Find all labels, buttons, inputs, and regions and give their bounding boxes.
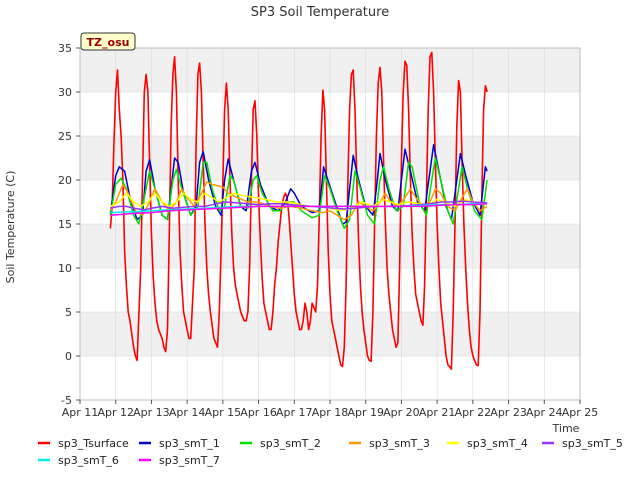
x-tick-label: Apr 11 [62,406,99,419]
y-tick-label: 15 [58,218,72,231]
axes: -5 0 5 10 15 20 25 30 35 Apr 11 Apr 12 Apr 13 Apr 14… [58,42,598,419]
series-line-sp3_smT_5 [110,200,488,211]
y-tick-label: 5 [65,306,72,319]
x-tick-label: Apr 25 [562,406,599,419]
x-tick-label: Apr 22 [455,406,492,419]
x-tick-label: Apr 17 [276,406,313,419]
chart-title: SP3 Soil Temperature [251,5,389,20]
series-lines [109,51,488,370]
x-tick-label: Apr 14 [169,406,206,419]
series-line-sp3_smT_4 [110,192,488,212]
legend-label-sp3_smT_3: sp3_smT_3 [369,437,430,450]
y-tick-label: 25 [58,130,72,143]
legend-label-sp3_smT_4: sp3_smT_4 [467,437,528,450]
x-tick-label: Apr 13 [133,406,170,419]
x-tick-label: Apr 24 [526,406,563,419]
x-tick-label: Apr 20 [383,406,420,419]
legend-label-sp3_smT_1: sp3_smT_1 [159,437,220,450]
legend-label-sp3_smT_5: sp3_smT_5 [562,437,623,450]
site-badge-box [80,32,136,51]
y-tick-label: 35 [58,42,72,55]
legend-label-sp3_smT_6: sp3_smT_6 [58,454,119,467]
x-tick-label: Apr 15 [205,406,242,419]
legend-label-sp3_Tsurface: sp3_Tsurface [58,437,129,450]
y-tick-label: 30 [58,86,72,99]
series-line-sp3_Tsurface [109,51,488,370]
x-tick-label: Apr 23 [490,406,527,419]
x-tick-label: Apr 19 [347,406,384,419]
y-tick-label: -5 [61,394,72,407]
x-axis-label: Time [552,422,580,435]
y-axis-label: Soil Temperature (C) [4,171,17,284]
x-tick-label: Apr 12 [97,406,134,419]
site-badge-label: TZ_osu [87,36,130,49]
legend-label-sp3_smT_7: sp3_smT_7 [159,454,220,467]
series-line-sp3_smT_7 [110,203,488,216]
site-badge: TZ_osu [80,32,136,51]
x-tick-label: Apr 21 [419,406,456,419]
legend-label-sp3_smT_2: sp3_smT_2 [260,437,321,450]
x-tick-label: Apr 16 [240,406,277,419]
y-tick-label: 10 [58,262,72,275]
y-tick-label: 20 [58,174,72,187]
y-tick-label: 0 [65,350,72,363]
legend: sp3_Tsurface sp3_smT_1 sp3_smT_2 sp3_smT_3 s… [38,437,623,467]
x-tick-label: Apr 18 [312,406,349,419]
